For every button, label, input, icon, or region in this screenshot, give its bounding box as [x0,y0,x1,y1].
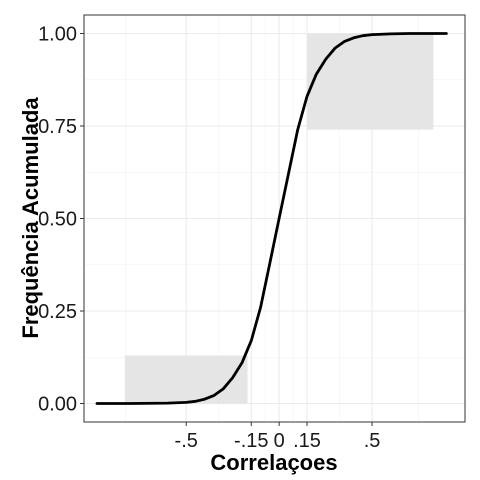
y-tick-label: 1.00 [38,24,77,46]
shaded-region [125,355,248,403]
x-tick-label: -.5 [175,430,198,452]
y-tick-label: 0.75 [38,116,77,138]
x-axis-ticks: -.5 -.15 0 .15 .5 [175,422,381,452]
y-tick-label: 0.25 [38,301,77,323]
x-tick-label: .5 [364,430,381,452]
x-axis-title: Correlaçoes [210,450,337,475]
y-tick-label: 0.50 [38,209,77,231]
x-tick-label: .15 [293,430,321,452]
x-tick-label: 0 [274,430,285,452]
y-axis-ticks: 0.00 0.25 0.50 0.75 1.00 [38,24,84,416]
x-tick-label: -.15 [234,430,268,452]
y-axis-title: Frequência Acumulada [18,97,43,339]
y-tick-label: 0.00 [38,394,77,416]
shaded-region [307,34,433,130]
